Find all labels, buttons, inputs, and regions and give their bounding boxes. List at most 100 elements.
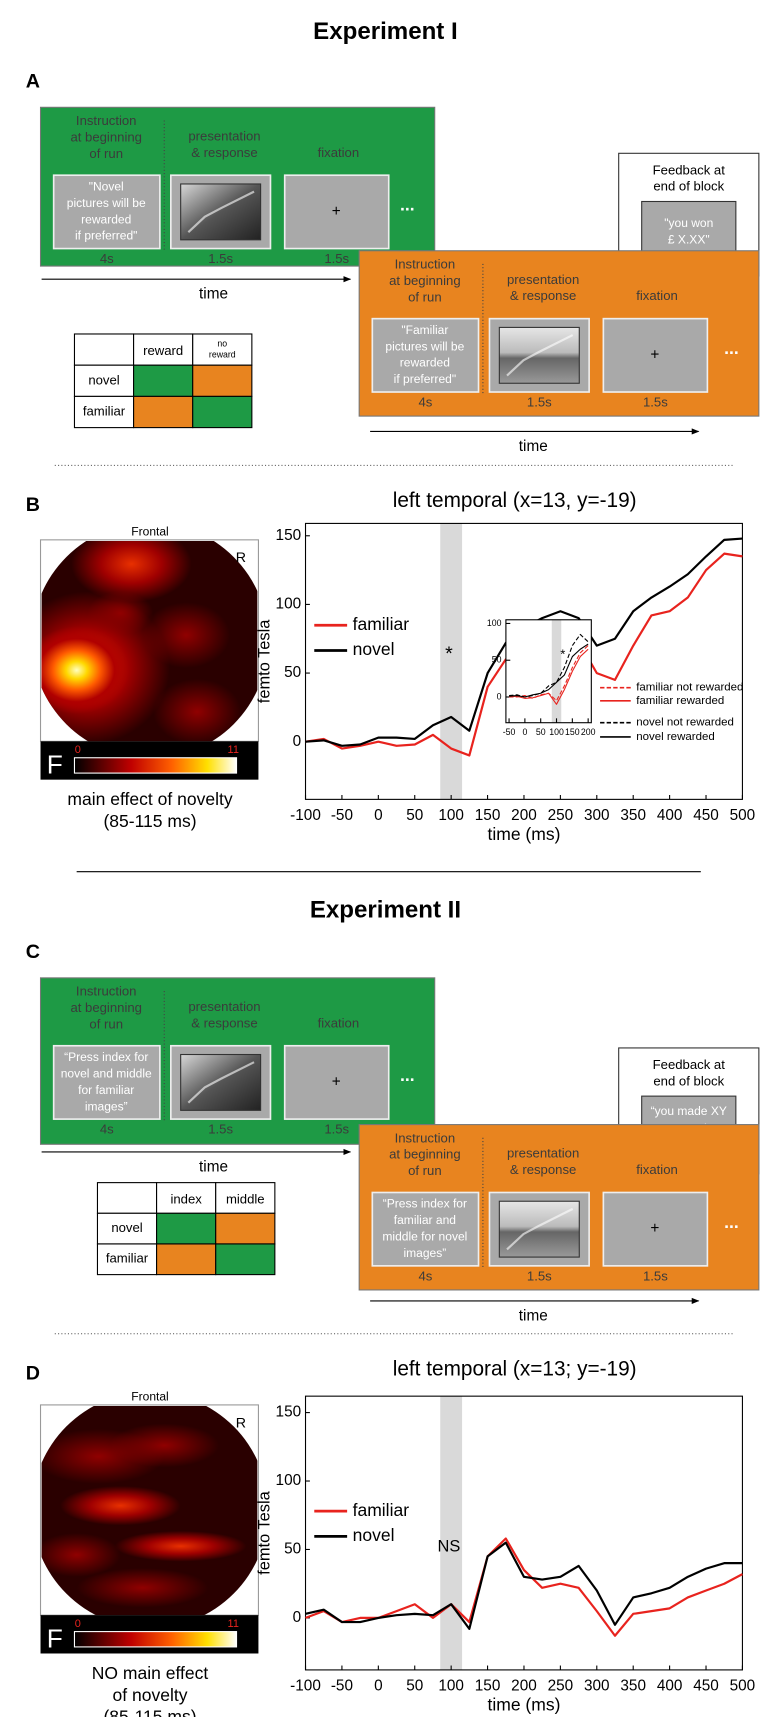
label: 350 (620, 807, 646, 824)
label: novel and middle (61, 1066, 152, 1080)
table-cell (73, 333, 135, 366)
label: at beginning (70, 129, 142, 144)
label: if preferred" (394, 372, 456, 386)
axes-frame (505, 619, 592, 724)
label: 150 (475, 807, 501, 824)
label: 200 (511, 1677, 537, 1694)
label: 4s (418, 1268, 432, 1283)
label: NS (438, 1538, 461, 1556)
label: 50 (284, 664, 301, 681)
label: Experiment II (310, 896, 461, 923)
label: 1.5s (324, 251, 349, 266)
label: left temporal (x=13; y=-19) (393, 1357, 637, 1380)
heat-blob (71, 540, 192, 603)
label: 0 (374, 807, 383, 824)
photo (180, 183, 262, 241)
label: images” (403, 1246, 446, 1260)
label: end of block (653, 1073, 724, 1088)
label: 100 (487, 618, 502, 628)
label: 250 (548, 1677, 574, 1694)
heat-blob (41, 1533, 121, 1577)
label: main effect of novelty (67, 789, 232, 809)
table-cell (73, 395, 135, 429)
label: fixation (318, 145, 360, 160)
highlight-interval (440, 523, 463, 800)
series-line (509, 648, 589, 705)
label: for familiar (78, 1083, 134, 1097)
label: 4s (100, 251, 114, 266)
table-cell (192, 333, 253, 366)
label: -50 (331, 1677, 353, 1694)
label: Frontal (131, 524, 168, 538)
label: time (199, 286, 228, 303)
photo-detail (506, 1207, 574, 1251)
label: reward (143, 343, 183, 358)
label: 11 (228, 1618, 239, 1630)
photo (498, 326, 580, 384)
colorbar (73, 1631, 238, 1648)
colorbar (73, 757, 238, 774)
label: 150 (565, 727, 580, 737)
label: familiar (83, 403, 126, 418)
heat-blob (60, 1485, 181, 1526)
label: ... (724, 1212, 739, 1232)
label: at beginning (389, 273, 461, 288)
label: ... (400, 1065, 415, 1085)
label: 50 (406, 807, 423, 824)
label: presentation (507, 272, 579, 287)
label: novel rewarded (636, 731, 715, 743)
label: 1.5s (527, 1268, 552, 1283)
label: novel (88, 372, 119, 387)
label: reward (209, 349, 236, 359)
label: no (217, 338, 227, 348)
label: -100 (290, 1677, 321, 1694)
label: R (236, 1415, 246, 1431)
label: “you made XY (651, 1104, 727, 1118)
label: 200 (581, 727, 596, 737)
label: 500 (730, 807, 756, 824)
label: ... (724, 338, 739, 358)
heat-blob (114, 1530, 247, 1562)
label: F (47, 1623, 63, 1653)
label: 50 (406, 1677, 423, 1694)
label: 1.5s (208, 1122, 233, 1137)
label: 0 (293, 733, 302, 750)
label: images” (85, 1099, 128, 1113)
label: time (199, 1158, 228, 1175)
label: 100 (438, 1677, 464, 1694)
label: time (ms) (487, 824, 560, 844)
label: -50 (331, 807, 353, 824)
label: * (445, 643, 453, 665)
label: 11 (228, 744, 239, 756)
label: Feedback at (653, 1057, 726, 1072)
label: pictures will be (67, 196, 146, 210)
label: 400 (657, 1677, 683, 1694)
series-line (509, 643, 589, 698)
label: 150 (276, 1404, 302, 1421)
label: at beginning (70, 1000, 142, 1015)
label: end of block (653, 179, 724, 194)
label: NO main effect (92, 1663, 209, 1683)
label: 100 (276, 1472, 302, 1489)
table-cell (96, 1243, 158, 1276)
label: 450 (693, 1677, 719, 1694)
label: Instruction (76, 113, 137, 128)
label: F (47, 749, 63, 779)
map (41, 540, 258, 742)
label: 4s (418, 394, 432, 409)
table-cell (156, 1243, 217, 1276)
map (41, 1406, 258, 1616)
photo-detail (187, 190, 255, 233)
label: of run (408, 289, 442, 304)
label: left temporal (x=13, y=-19) (393, 489, 637, 512)
table-cell (133, 333, 194, 366)
label: 0 (75, 1618, 81, 1630)
label: 1.5s (324, 1122, 349, 1137)
label: Instruction (76, 984, 137, 999)
label: 0 (293, 1609, 302, 1626)
label: & response (510, 288, 576, 303)
screen (602, 317, 709, 393)
label: 300 (584, 1677, 610, 1694)
label: novel (111, 1220, 142, 1235)
heat-blob (142, 602, 230, 668)
